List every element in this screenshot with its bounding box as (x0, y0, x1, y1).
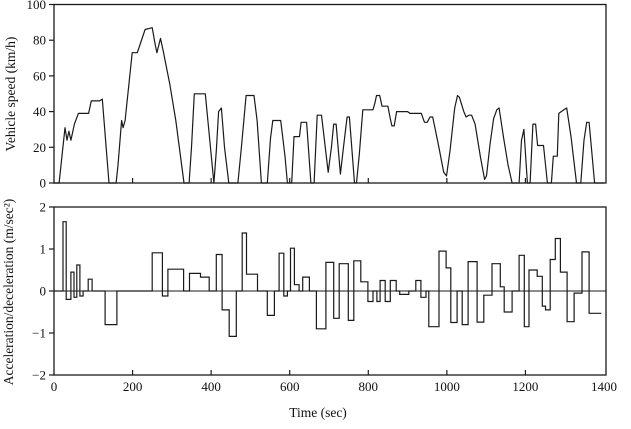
speed-ytick-label: 100 (27, 0, 47, 12)
time-xtick-label: 400 (201, 379, 221, 394)
time-xtick-label: 200 (123, 379, 143, 394)
speed-ytick-label: 60 (33, 68, 46, 83)
time-xtick-label: 800 (359, 379, 379, 394)
speed-ytick-label: 80 (33, 33, 46, 48)
acceleration-step-line (54, 221, 602, 337)
acceleration-y-axis-title: Acceleration/deceleration (m/sec²) (1, 199, 16, 386)
acceleration-ytick-label: −2 (32, 368, 46, 383)
acceleration-ytick-label: 2 (40, 200, 47, 215)
acceleration-ytick-label: −1 (32, 326, 46, 341)
time-xtick-label: 1200 (512, 379, 538, 394)
time-xtick-label: 0 (51, 379, 58, 394)
acceleration-ytick-label: 0 (40, 284, 47, 299)
speed-ytick-label: 0 (40, 176, 47, 191)
speed-y-axis-title: Vehicle speed (km/h) (3, 37, 18, 152)
vehicle-speed-line (54, 27, 604, 184)
acceleration-ytick-label: 1 (40, 242, 47, 257)
acceleration-plot: −2 −1 0 1 2 0 200 400 600 800 1000 1200 1400 (32, 200, 617, 395)
time-xtick-label: 1400 (591, 379, 617, 394)
time-xtick-label: 600 (280, 379, 300, 394)
time-xtick-label: 1000 (434, 379, 460, 394)
speed-ytick-label: 20 (33, 140, 46, 155)
time-x-axis-title: Time (sec) (289, 405, 347, 420)
speed-ytick-label: 40 (33, 104, 46, 119)
vehicle-speed-plot: 0 20 40 60 80 100 (27, 0, 607, 191)
